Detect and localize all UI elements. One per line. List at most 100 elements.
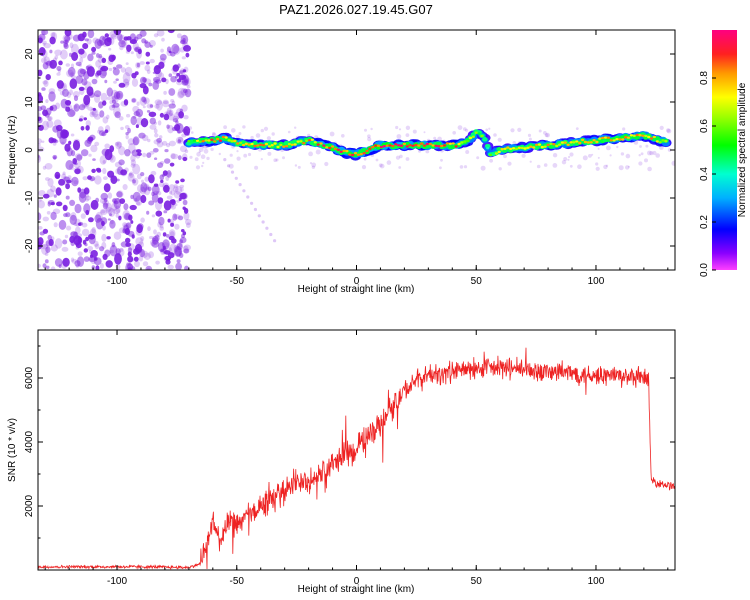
noise-point: [102, 116, 109, 124]
ridge-halo-point: [294, 164, 298, 167]
y-tick-label: 10: [24, 96, 35, 108]
ridge-cell: [310, 138, 314, 141]
noise-point: [178, 111, 185, 119]
noise-point: [73, 222, 79, 227]
ridge-halo-point: [609, 154, 612, 157]
noise-point: [109, 154, 114, 161]
noise-point: [87, 246, 94, 251]
ridge-halo-point: [561, 160, 567, 165]
ridge-halo-point: [552, 163, 558, 168]
ridge-halo-point: [367, 134, 371, 138]
noise-point: [175, 262, 182, 270]
ridge-cell: [652, 135, 657, 139]
noise-point: [137, 184, 144, 193]
ridge-cell: [471, 135, 475, 138]
ridge-cell: [612, 139, 616, 142]
ridge-halo-point: [324, 161, 329, 167]
noise-point: [135, 124, 139, 129]
noise-point: [102, 42, 109, 47]
noise-point: [66, 225, 72, 231]
noise-point: [144, 64, 151, 72]
noise-point: [111, 96, 116, 101]
ridge-halo-point: [210, 147, 214, 152]
noise-point: [62, 257, 70, 267]
noise-point: [145, 51, 151, 57]
ridge-cell: [339, 150, 343, 153]
ridge-halo-point: [543, 131, 547, 135]
noise-point: [107, 218, 111, 221]
noise-point: [64, 143, 71, 152]
noise-point: [78, 86, 85, 91]
streak-point: [242, 189, 246, 193]
noise-point: [110, 89, 119, 101]
noise-point: [181, 229, 185, 233]
noise-point: [49, 49, 53, 54]
noise-point: [125, 62, 129, 65]
noise-point: [172, 213, 178, 221]
noise-point: [46, 120, 54, 128]
noise-point: [86, 86, 94, 96]
ridge-cell: [376, 144, 381, 147]
noise-point: [50, 185, 56, 193]
noise-point: [81, 102, 87, 108]
ridge-halo-point: [364, 128, 367, 132]
noise-point: [136, 173, 142, 180]
noise-point: [134, 243, 143, 253]
noise-point: [177, 63, 181, 69]
ridge-cell: [437, 145, 441, 148]
noise-point: [38, 94, 44, 104]
ridge-halo-point: [379, 163, 385, 169]
ridge-halo-point: [202, 161, 205, 164]
ridge-cell: [649, 137, 654, 140]
noise-point: [122, 72, 131, 84]
noise-point: [93, 257, 102, 266]
noise-point: [63, 41, 68, 48]
ridge-halo-point: [405, 133, 410, 138]
ridge-halo-point: [395, 125, 399, 130]
noise-point: [114, 142, 119, 146]
noise-point: [159, 53, 167, 61]
noise-point: [53, 139, 59, 144]
noise-point: [168, 140, 176, 147]
ridge-halo-point: [595, 166, 600, 171]
ridge-cell: [489, 153, 493, 157]
ridge-halo-point: [488, 127, 491, 130]
noise-point: [140, 217, 145, 223]
ridge-halo-point: [282, 156, 285, 160]
noise-point: [98, 130, 106, 137]
x-tick-label: -100: [107, 276, 127, 287]
noise-point: [70, 212, 77, 221]
noise-point: [86, 65, 92, 70]
noise-point: [153, 121, 157, 126]
noise-point: [99, 208, 108, 216]
noise-point: [170, 153, 176, 160]
ridge-cell: [632, 134, 636, 137]
noise-point: [168, 50, 172, 54]
noise-point: [44, 163, 53, 170]
ridge-halo-point: [378, 163, 383, 168]
ridge-cell: [328, 146, 332, 150]
noise-point: [160, 249, 165, 252]
ridge-halo-point: [425, 149, 430, 154]
noise-point: [79, 57, 84, 64]
noise-point: [91, 51, 96, 55]
noise-point: [139, 61, 145, 65]
noise-point: [147, 186, 152, 192]
ridge-halo-point: [255, 133, 261, 138]
ridge-cell: [595, 140, 599, 144]
noise-point: [176, 33, 182, 39]
ridge-cell: [468, 136, 473, 140]
snr-y-label: SNR (10 * v/v): [7, 418, 18, 482]
noise-point: [183, 211, 190, 221]
noise-point: [118, 227, 126, 234]
noise-point: [178, 74, 187, 81]
noise-point: [129, 39, 137, 45]
noise-point: [47, 115, 53, 122]
noise-point: [127, 251, 132, 257]
noise-point: [186, 85, 191, 89]
noise-point: [82, 31, 87, 38]
noise-point: [60, 129, 68, 139]
ridge-cell: [555, 144, 559, 148]
noise-point: [173, 191, 182, 199]
ridge-cell: [399, 144, 404, 147]
